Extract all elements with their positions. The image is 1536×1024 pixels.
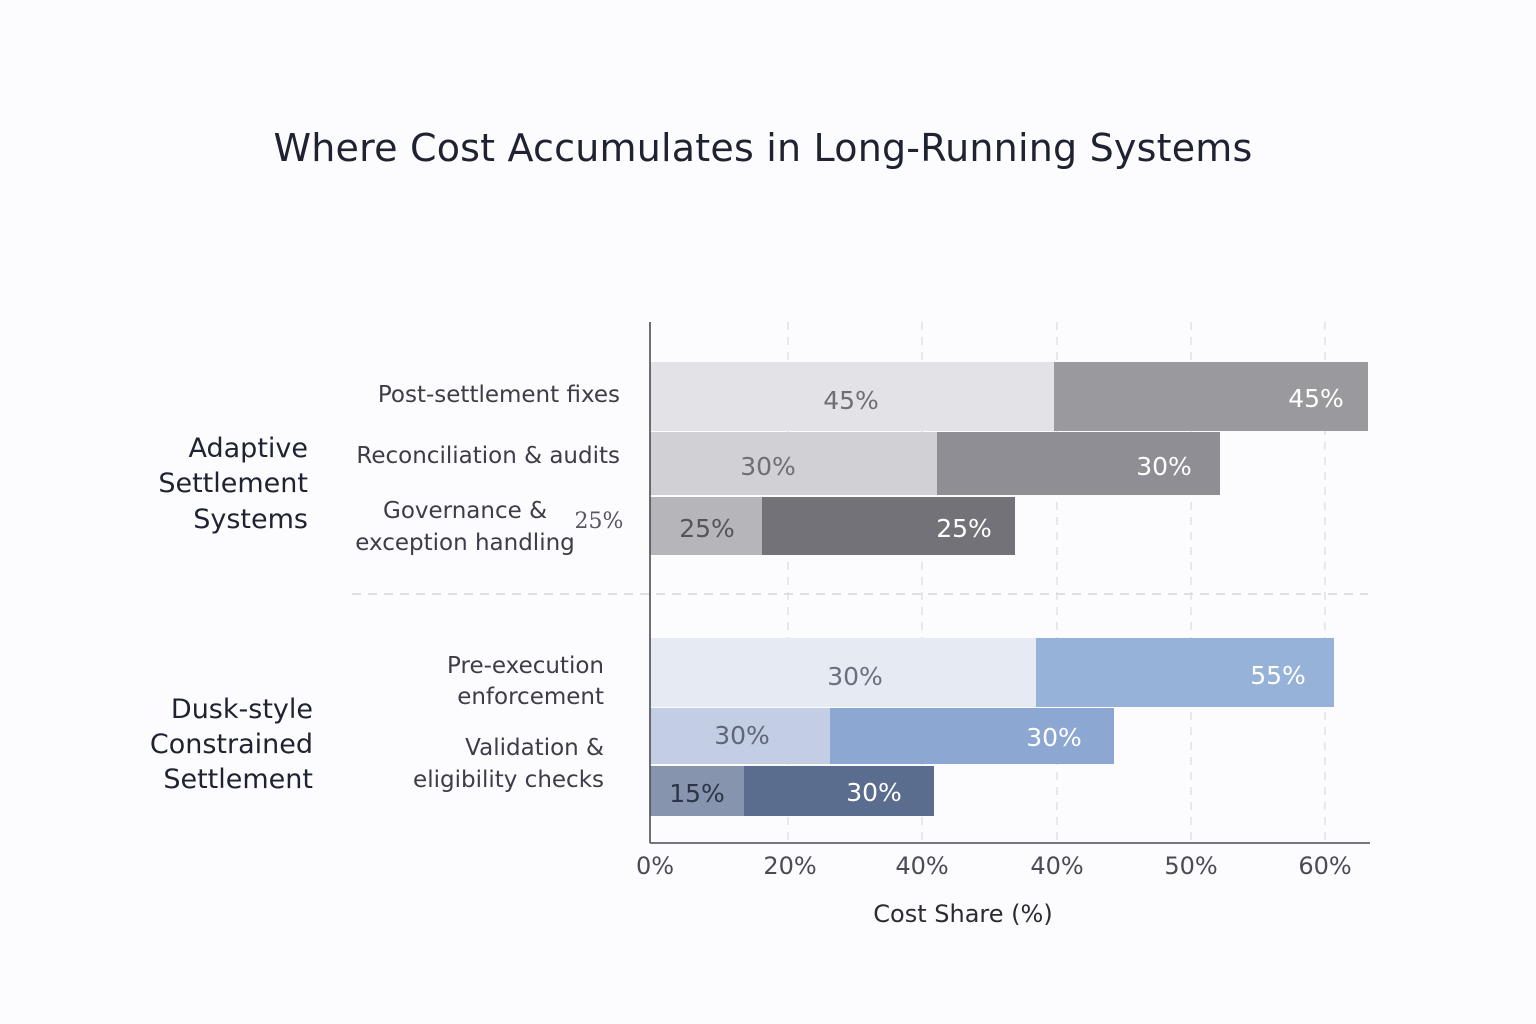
bar-1-segment-1-label: 45% <box>823 386 879 415</box>
bar-2-segment-2-label: 30% <box>1136 452 1192 481</box>
x-tick-label-6: 60% <box>1298 852 1351 880</box>
category-label-4-line-1: Pre-execution <box>447 653 604 679</box>
bar-3-segment-2-label: 25% <box>936 514 992 543</box>
bar-5-segment-2 <box>830 708 1114 764</box>
group-label-2-line-3: Settlement <box>163 764 313 795</box>
group-label-2-line-2: Constrained <box>150 729 313 760</box>
x-tick-label-3: 40% <box>895 852 948 880</box>
group-label-1-line-2: Settlement <box>158 468 308 499</box>
bar-6-segment-2-label: 30% <box>846 778 902 807</box>
x-tick-label-4: 40% <box>1030 852 1083 880</box>
group-label-1-line-3: Systems <box>193 504 308 535</box>
category-label-5-line-1: Validation & <box>465 735 604 761</box>
bar-5-segment-1 <box>650 708 830 764</box>
x-axis-title: Cost Share (%) <box>873 900 1052 928</box>
side-label-3: 25% <box>575 509 624 534</box>
category-label-4-line-2: enforcement <box>457 684 604 710</box>
bar-4-segment-1-label: 30% <box>827 662 883 691</box>
bar-2-segment-2 <box>937 432 1220 495</box>
bar-3-segment-1 <box>650 497 762 555</box>
x-tick-label-1: 0% <box>636 852 674 880</box>
bar-5-segment-1-label: 30% <box>714 721 770 750</box>
group-label-1-line-1: Adaptive <box>189 433 309 464</box>
x-tick-label-2: 20% <box>763 852 816 880</box>
bar-6-segment-1 <box>650 766 744 816</box>
category-label-3-line-2: exception handling <box>355 530 575 556</box>
category-label-1-line-1: Post-settlement fixes <box>378 382 620 408</box>
bar-5-segment-2-label: 30% <box>1026 723 1082 752</box>
bar-3-segment-2 <box>762 497 1015 555</box>
category-label-5-line-2: eligibility checks <box>413 767 604 793</box>
bar-3-segment-1-label: 25% <box>679 514 735 543</box>
bar-2-segment-1 <box>650 432 937 495</box>
bar-1-segment-1 <box>650 362 1054 431</box>
bar-1-segment-2-label: 45% <box>1288 384 1344 413</box>
bar-2-segment-1-label: 30% <box>740 452 796 481</box>
bar-1-segment-2 <box>1054 362 1368 431</box>
bar-4-segment-2-label: 55% <box>1250 661 1306 690</box>
group-label-2-line-1: Dusk-style <box>171 694 313 725</box>
chart-title: Where Cost Accumulates in Long-Running S… <box>273 126 1253 170</box>
bar-4-segment-1 <box>650 638 1036 707</box>
x-tick-label-5: 50% <box>1164 852 1217 880</box>
bar-4-segment-2 <box>1036 638 1334 707</box>
category-label-3-line-1: Governance & <box>383 498 547 524</box>
bar-6-segment-2 <box>744 766 934 816</box>
bar-6-segment-1-label: 15% <box>669 779 725 808</box>
category-label-2-line-1: Reconciliation & audits <box>356 443 620 469</box>
